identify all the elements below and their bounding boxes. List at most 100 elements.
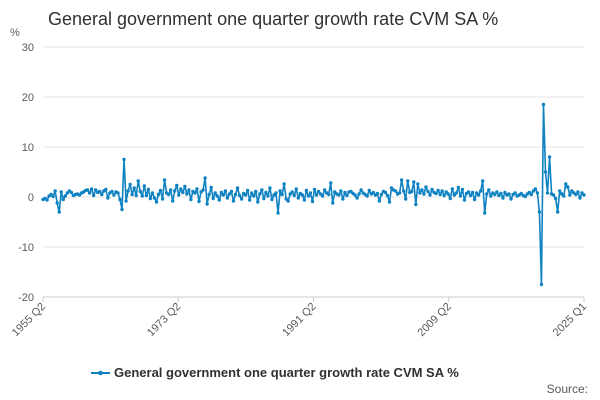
- data-point: [128, 182, 132, 187]
- data-point: [523, 194, 527, 199]
- data-point: [215, 194, 219, 198]
- data-point: [193, 191, 197, 195]
- data-point: [203, 176, 207, 180]
- data-point: [551, 193, 556, 197]
- data-point: [436, 188, 440, 193]
- data-point: [260, 188, 264, 192]
- data-point: [393, 189, 398, 193]
- data-point: [507, 192, 511, 196]
- data-point: [355, 196, 359, 200]
- data-point: [229, 189, 234, 194]
- data-point: [250, 191, 254, 195]
- data-point: [211, 196, 215, 201]
- data-point: [245, 188, 250, 193]
- data-point: [375, 191, 380, 196]
- source-label: Source:: [547, 382, 588, 396]
- data-point: [61, 197, 65, 202]
- data-point: [485, 192, 489, 196]
- data-point: [547, 155, 552, 159]
- data-point: [207, 192, 211, 197]
- data-point: [106, 196, 110, 200]
- data-point: [450, 187, 454, 191]
- data-point: [185, 192, 189, 196]
- data-point: [329, 181, 333, 185]
- data-point: [243, 193, 248, 197]
- data-point: [264, 190, 268, 195]
- data-point: [304, 188, 309, 193]
- data-point: [300, 193, 305, 197]
- data-point: [57, 210, 61, 214]
- data-point: [353, 193, 357, 197]
- data-point: [379, 192, 384, 197]
- data-point: [499, 191, 503, 196]
- data-point: [489, 194, 493, 198]
- data-point: [110, 189, 114, 194]
- data-point: [345, 193, 349, 198]
- data-point: [483, 211, 487, 215]
- data-point: [140, 194, 144, 198]
- data-point: [462, 198, 467, 202]
- data-point: [91, 193, 96, 198]
- data-point: [282, 182, 286, 186]
- data-point: [495, 190, 499, 194]
- data-point: [412, 180, 416, 184]
- data-point: [440, 189, 444, 193]
- data-point: [183, 184, 187, 189]
- data-point: [168, 188, 173, 192]
- data-point: [541, 102, 546, 107]
- x-axis-ticks: 1955 Q2 1973 Q2 1991 Q2 2009 Q2 2025 Q1: [10, 297, 589, 339]
- x-tick-label: 1991 Q2: [280, 301, 318, 339]
- data-point: [410, 189, 414, 194]
- data-point: [472, 197, 477, 202]
- data-point: [341, 197, 345, 201]
- data-point: [367, 188, 371, 193]
- data-point: [539, 282, 544, 287]
- data-point: [316, 189, 321, 194]
- data-point: [85, 188, 90, 192]
- data-point: [424, 185, 428, 189]
- data-point: [55, 201, 59, 205]
- data-point: [308, 191, 313, 195]
- data-point: [63, 194, 67, 198]
- data-point: [177, 193, 181, 197]
- data-point: [239, 197, 244, 201]
- data-point: [428, 193, 432, 197]
- data-point: [401, 189, 406, 193]
- data-point: [274, 191, 278, 195]
- data-point: [225, 196, 230, 200]
- data-point: [195, 187, 199, 191]
- data-point: [116, 191, 120, 195]
- series-line: [42, 103, 585, 286]
- data-point: [422, 192, 426, 196]
- legend[interactable]: General government one quarter growth ra…: [91, 365, 459, 380]
- data-point: [231, 199, 236, 203]
- data-point: [578, 196, 582, 200]
- data-point: [296, 196, 300, 200]
- gridlines: [43, 46, 584, 248]
- data-point: [132, 186, 136, 190]
- data-point: [529, 192, 534, 197]
- y-tick-label: 10: [22, 142, 34, 154]
- data-point: [466, 190, 471, 194]
- data-point: [458, 194, 463, 198]
- data-point: [122, 157, 126, 162]
- data-point: [148, 196, 153, 201]
- x-tick-label: 2009 Q2: [416, 301, 454, 339]
- data-point: [120, 207, 124, 212]
- data-point: [98, 189, 102, 194]
- x-tick-label: 1973 Q2: [145, 301, 183, 339]
- data-point: [118, 197, 122, 202]
- data-point: [513, 191, 517, 195]
- data-point: [209, 185, 213, 190]
- data-point: [557, 189, 562, 193]
- data-point: [197, 199, 201, 204]
- data-point: [104, 187, 108, 192]
- data-point: [280, 192, 284, 197]
- data-point: [414, 202, 418, 207]
- data-point: [124, 199, 128, 203]
- data-point: [136, 179, 140, 183]
- data-point: [320, 194, 325, 198]
- data-point: [357, 192, 361, 196]
- data-point: [302, 198, 307, 202]
